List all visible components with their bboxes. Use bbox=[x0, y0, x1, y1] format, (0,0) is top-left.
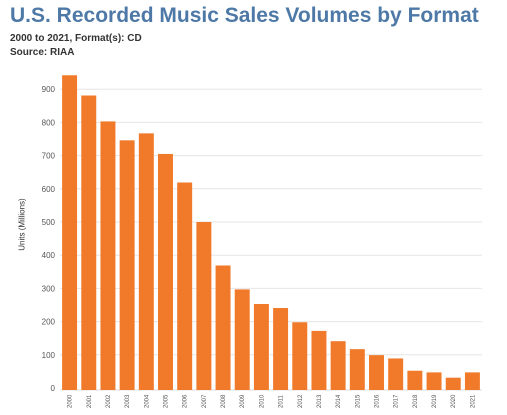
x-tick-label: 2013 bbox=[317, 394, 323, 408]
bar-2003 bbox=[119, 140, 135, 390]
bar-2018 bbox=[407, 370, 423, 390]
y-tick-label: 400 bbox=[42, 251, 56, 260]
x-tick-label: 2003 bbox=[125, 394, 131, 408]
x-tick-label: 2020 bbox=[451, 394, 457, 408]
x-tick-label: 2007 bbox=[202, 394, 208, 408]
bar-2009 bbox=[234, 289, 250, 390]
bar-2017 bbox=[388, 358, 404, 390]
x-tick-label: 2017 bbox=[394, 394, 400, 408]
x-tick-label: 2012 bbox=[298, 394, 304, 408]
bar-2021 bbox=[464, 372, 480, 390]
x-tick-label: 2019 bbox=[432, 394, 438, 408]
bar-2010 bbox=[253, 304, 269, 390]
y-tick-label: 700 bbox=[42, 152, 56, 161]
y-tick-label: 500 bbox=[42, 218, 56, 227]
bar-2002 bbox=[100, 121, 116, 391]
x-tick-label: 2015 bbox=[355, 394, 361, 408]
y-tick-label: 900 bbox=[42, 85, 56, 94]
bar-2011 bbox=[273, 307, 289, 390]
bar-2001 bbox=[81, 95, 97, 391]
bar-2005 bbox=[158, 153, 173, 390]
x-tick-label: 2005 bbox=[164, 394, 170, 408]
bar-2007 bbox=[196, 222, 212, 390]
y-tick-label: 600 bbox=[42, 185, 56, 194]
x-tick-label: 2011 bbox=[279, 394, 285, 408]
x-tick-label: 2010 bbox=[259, 394, 265, 408]
x-tick-label: 2016 bbox=[375, 394, 381, 408]
x-tick-label: 2008 bbox=[221, 394, 227, 408]
x-tick-label: 2001 bbox=[87, 394, 93, 408]
chart-source: Source: RIAA bbox=[10, 47, 75, 58]
y-tick-label: 100 bbox=[42, 351, 56, 360]
bar-2015 bbox=[349, 349, 365, 390]
bar-2000 bbox=[62, 75, 78, 391]
bar-2008 bbox=[215, 265, 231, 390]
chart-subtitle: 2000 to 2021, Format(s): CD bbox=[10, 33, 142, 44]
bar-2013 bbox=[311, 330, 327, 390]
x-tick-label: 2014 bbox=[336, 394, 342, 408]
bar-2016 bbox=[369, 355, 384, 390]
chart-title: U.S. Recorded Music Sales Volumes by For… bbox=[10, 4, 479, 27]
y-tick-label: 300 bbox=[42, 284, 56, 293]
x-tick-label: 2009 bbox=[240, 394, 246, 408]
bar-2012 bbox=[292, 322, 308, 390]
x-tick-label: 2006 bbox=[183, 394, 189, 408]
x-tick-label: 2021 bbox=[470, 394, 476, 408]
bar-2014 bbox=[330, 341, 346, 390]
bar-2004 bbox=[138, 133, 154, 390]
x-tick-label: 2002 bbox=[106, 394, 112, 408]
x-tick-label: 2000 bbox=[68, 394, 74, 408]
y-tick-label: 200 bbox=[42, 318, 56, 327]
bar-2019 bbox=[426, 372, 442, 390]
x-tick-label: 2018 bbox=[413, 394, 419, 408]
y-tick-label: 800 bbox=[42, 118, 56, 127]
x-tick-label: 2004 bbox=[144, 394, 150, 408]
bar-2006 bbox=[177, 182, 193, 390]
y-tick-label: 0 bbox=[51, 384, 56, 393]
bar-2020 bbox=[445, 377, 461, 390]
